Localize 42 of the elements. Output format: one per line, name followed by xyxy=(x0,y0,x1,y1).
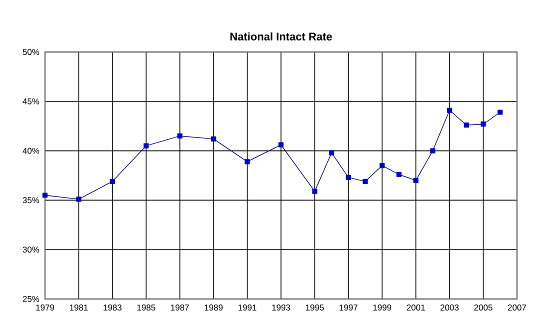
point xyxy=(362,178,368,184)
point xyxy=(413,178,418,183)
point xyxy=(278,142,284,148)
point xyxy=(144,143,149,148)
x-tick-label: 1981 xyxy=(70,304,88,311)
point xyxy=(312,188,318,194)
point xyxy=(244,159,250,164)
point xyxy=(329,150,334,156)
point xyxy=(396,172,402,178)
x-tick-label: 2005 xyxy=(474,304,492,311)
y-tick-label: 35% xyxy=(22,197,40,204)
point xyxy=(430,148,436,154)
x-tick-label: 1979 xyxy=(36,304,54,311)
x-tick-label: 1987 xyxy=(171,304,189,311)
point xyxy=(480,122,486,127)
point xyxy=(76,196,82,202)
point xyxy=(498,110,503,115)
y-tick-label: 50% xyxy=(22,48,40,55)
y-tick-label: 45% xyxy=(22,98,40,104)
x-tick-label: 1989 xyxy=(204,304,223,311)
point xyxy=(42,192,48,198)
x-tick-label: 1983 xyxy=(104,304,122,311)
x-tick-label: 2003 xyxy=(440,304,459,311)
point xyxy=(110,178,115,184)
y-tick-label: 30% xyxy=(22,246,40,253)
x-tick-label: 2007 xyxy=(508,304,526,311)
x-tick-label: 1991 xyxy=(238,304,256,311)
x-tick-label: 2001 xyxy=(406,304,425,311)
x-tick-label: 1985 xyxy=(137,304,156,311)
chart-title: National Intact Rate xyxy=(230,32,332,40)
x-tick-label: 1997 xyxy=(340,304,358,311)
point xyxy=(447,108,452,113)
x-tick-label: 1993 xyxy=(272,304,290,311)
point xyxy=(211,136,216,142)
point xyxy=(380,163,385,168)
point xyxy=(177,133,182,139)
y-tick-label: 40% xyxy=(22,148,40,154)
x-tick-label: 1999 xyxy=(373,304,392,311)
point xyxy=(346,174,351,180)
y-tick-label: 25% xyxy=(22,296,40,302)
point xyxy=(464,122,469,128)
x-tick-label: 1995 xyxy=(306,304,324,311)
